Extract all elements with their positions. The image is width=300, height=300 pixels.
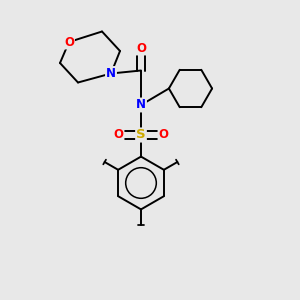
Text: O: O	[64, 35, 74, 49]
Text: O: O	[136, 41, 146, 55]
Text: N: N	[106, 67, 116, 80]
Text: O: O	[113, 128, 124, 142]
Text: O: O	[158, 128, 169, 142]
Text: N: N	[136, 98, 146, 112]
Text: S: S	[136, 128, 146, 142]
